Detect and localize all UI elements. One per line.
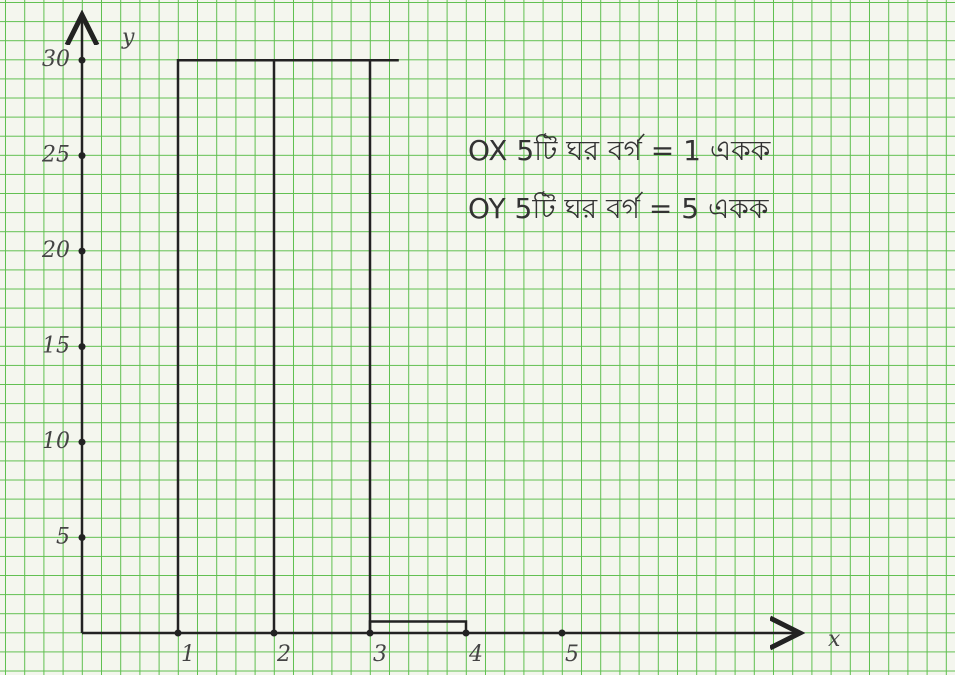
y-tick-label: 20	[41, 238, 70, 263]
scale-note: OY 5টি ঘর বর্গ = 5 একক	[468, 191, 769, 225]
y-tick	[78, 438, 86, 446]
x-tick-label: 1	[181, 642, 195, 667]
y-tick-label: 5	[56, 525, 70, 550]
y-axis-label: y	[121, 25, 135, 50]
y-tick-label: 10	[42, 429, 70, 454]
y-tick-label: 30	[42, 47, 70, 72]
x-tick-label: 4	[468, 642, 483, 667]
y-tick	[78, 56, 86, 64]
line	[176, 58, 399, 633]
y-tick-label: 15	[42, 334, 70, 359]
line	[368, 620, 468, 633]
x-tick-label: 2	[276, 642, 291, 667]
x-tick-label: 5	[565, 642, 579, 667]
x-tick-label: 3	[373, 642, 387, 667]
scale-note: OX 5টি ঘর বর্গ = 1 একক	[468, 133, 771, 167]
y-tick	[78, 534, 86, 542]
y-tick	[78, 152, 86, 160]
x-tick	[558, 629, 566, 637]
y-tick	[78, 247, 86, 255]
y-tick-label: 25	[41, 143, 70, 168]
x-axis-label: x	[828, 627, 841, 652]
y-tick	[78, 343, 86, 351]
